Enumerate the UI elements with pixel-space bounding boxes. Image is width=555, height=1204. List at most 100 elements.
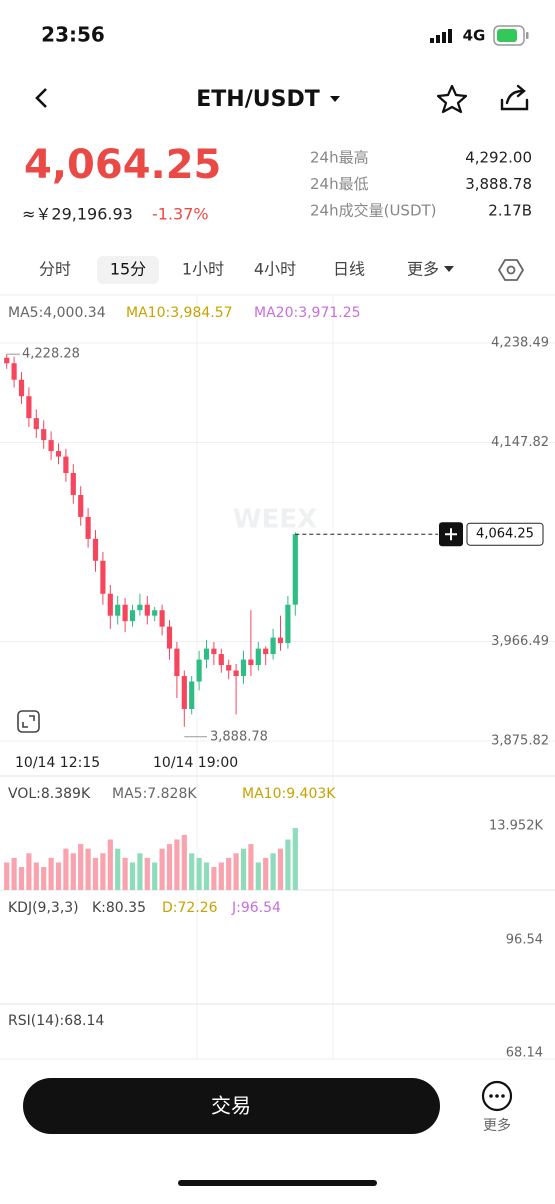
volume-bar [137, 853, 143, 890]
y-tick-label: 3,966.49 [491, 634, 549, 649]
candle-body [92, 538, 99, 561]
volume-bar [218, 862, 224, 890]
volume-bar [48, 857, 54, 890]
tab[interactable]: 1小时 [182, 260, 224, 279]
status-time: 23:56 [41, 23, 105, 47]
pair-title[interactable]: ETH/USDT [196, 87, 319, 112]
volume-bar [277, 848, 284, 890]
volume-bar [100, 853, 106, 890]
candle-body [255, 648, 261, 666]
volume-bar [189, 853, 195, 890]
candle-body [226, 665, 232, 671]
current-price-label: 4,064.25 [476, 527, 534, 542]
candle-body [18, 379, 25, 397]
x-label: 10/14 19:00 [153, 755, 238, 771]
candle-body [107, 593, 113, 616]
tab[interactable]: 4小时 [254, 260, 296, 279]
candle-body [55, 451, 62, 457]
tab[interactable]: 更多 [407, 260, 439, 279]
volume-bar [55, 862, 62, 890]
volume-bar [263, 857, 269, 890]
settings-button[interactable] [497, 259, 525, 281]
candle-body [263, 648, 269, 655]
pair-dropdown[interactable] [330, 96, 340, 102]
volume-bar [166, 844, 173, 890]
kdj-legend: K:80.35 [92, 900, 146, 916]
candle-body [129, 610, 136, 622]
more-label[interactable]: 更多 [483, 1117, 511, 1134]
watermark: WEEX [233, 505, 317, 535]
current-price-box [466, 522, 544, 546]
more-icon[interactable] [481, 1080, 513, 1112]
candle-body [218, 654, 224, 666]
volume-bar [4, 862, 10, 890]
candle-body [270, 637, 276, 655]
tab[interactable]: 分时 [39, 260, 71, 279]
candle-body [233, 670, 239, 677]
candle-body [196, 659, 202, 682]
candle-body [152, 610, 158, 616]
y-tick-label: 4,147.82 [491, 435, 549, 450]
volume-bar [63, 848, 69, 890]
candle-body [41, 429, 47, 441]
favorite-button[interactable] [436, 84, 468, 114]
last-price: 4,064.25 [24, 142, 221, 188]
volume-bar [122, 857, 128, 890]
candle-body [189, 681, 195, 709]
candle-body [248, 659, 254, 666]
volume-bar [18, 867, 25, 890]
more-dropdown[interactable] [444, 266, 454, 272]
volume-bar [226, 857, 232, 890]
candle-body [181, 676, 187, 709]
candle-body [174, 648, 180, 677]
volume-bar [11, 857, 17, 890]
share-button[interactable] [500, 84, 529, 111]
tab-selected-bg [97, 256, 159, 284]
trade-button-label[interactable]: 交易 [211, 1094, 251, 1118]
volume-bar [129, 862, 136, 890]
candle-body [285, 604, 291, 644]
chart: MA5:4,000.34 MA10:3,984.57 MA20:3,971.25 4,… [0, 305, 555, 1061]
candle-body [26, 396, 32, 419]
candle-body [292, 534, 298, 605]
cny-price: ≈￥29,196.93 [22, 205, 133, 224]
candle-body [70, 473, 76, 495]
candle-body [115, 604, 121, 616]
candle-body [11, 363, 17, 380]
stat-value: 3,888.78 [465, 175, 532, 193]
volume-bar [159, 848, 165, 890]
volume-bar [211, 867, 217, 890]
volume-bar [78, 844, 84, 890]
crosshair-plus [445, 528, 457, 541]
candle-body [78, 494, 84, 517]
vol-tick-label: 13.952K [489, 818, 543, 833]
kdj-legend: D:72.26 [162, 900, 218, 916]
kdj-tick-label: 96.54 [506, 933, 543, 948]
volume-bar [26, 853, 32, 890]
candle-body [159, 610, 165, 627]
vol-legend: MA10:9.403K [242, 786, 336, 802]
volume-bar [85, 848, 91, 890]
volume-bar [248, 844, 254, 890]
home-indicator [178, 1180, 377, 1186]
annotation-label: 3,888.78 [210, 729, 268, 744]
candle-body [137, 604, 143, 611]
fullscreen-button[interactable] [17, 710, 40, 733]
trade-button[interactable] [23, 1078, 440, 1134]
stat-label: 24h成交量(USDT) [310, 202, 437, 220]
volume-bar [181, 834, 187, 890]
kdj-legend: J:96.54 [231, 900, 281, 916]
volume-bar [107, 839, 113, 890]
candle-body [122, 604, 128, 622]
tab[interactable]: 15分 [110, 260, 146, 279]
tab[interactable]: 日线 [333, 260, 365, 279]
volume-bar [285, 839, 291, 890]
back-button[interactable] [35, 88, 47, 108]
candle-body [211, 648, 217, 655]
tabs: 分时 15分 1小时 4小时 日线 更多 [39, 260, 439, 279]
y-tick-label: 3,875.82 [491, 733, 549, 748]
annotation-label: 4,228.28 [22, 347, 80, 362]
stat-value: 4,292.00 [465, 149, 532, 167]
volume-bar [203, 862, 210, 890]
